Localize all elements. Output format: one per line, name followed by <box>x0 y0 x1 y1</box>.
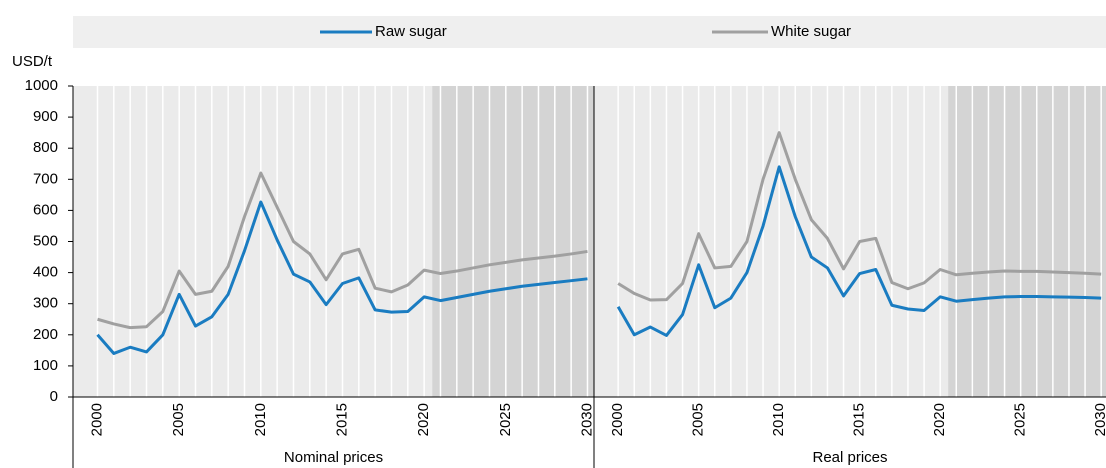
series-line <box>96 200 588 355</box>
x-tick-label: 2005 <box>690 403 707 436</box>
y-tick-label: 1000 <box>25 77 58 94</box>
y-tick-label: 600 <box>33 201 58 218</box>
series-line <box>97 171 588 330</box>
x-tick-label: 2020 <box>415 403 432 436</box>
x-tick-label: 2020 <box>931 403 948 436</box>
y-tick-label: 200 <box>33 326 58 343</box>
y-tick-label: 500 <box>33 232 58 249</box>
projection-shade <box>948 86 1106 397</box>
y-tick-label: 700 <box>33 170 58 187</box>
y-axis-label: USD/t <box>12 53 53 70</box>
x-tick-label: 2015 <box>333 403 350 436</box>
projection-shade <box>432 86 594 397</box>
y-tick-label: 400 <box>33 264 58 281</box>
panel-title: Nominal prices <box>284 449 383 466</box>
series-line <box>616 165 1102 337</box>
x-tick-label: 2000 <box>88 403 105 436</box>
series-line <box>617 131 1102 302</box>
x-tick-label: 2015 <box>851 403 868 436</box>
x-tick-label: 2030 <box>1092 403 1106 436</box>
panel-title: Real prices <box>812 449 887 466</box>
y-tick-label: 0 <box>50 388 58 405</box>
legend-label: White sugar <box>771 23 851 40</box>
x-tick-label: 2000 <box>609 403 626 436</box>
y-tick-label: 900 <box>33 108 58 125</box>
x-tick-label: 2010 <box>252 403 269 436</box>
x-tick-label: 2030 <box>578 403 595 436</box>
x-tick-label: 2005 <box>170 403 187 436</box>
y-tick-label: 800 <box>33 139 58 156</box>
x-tick-label: 2025 <box>1012 403 1029 436</box>
legend-label: Raw sugar <box>375 23 447 40</box>
x-tick-label: 2025 <box>497 403 514 436</box>
y-tick-label: 300 <box>33 295 58 312</box>
y-tick-label: 100 <box>33 357 58 374</box>
legend-band <box>73 16 1106 48</box>
x-tick-label: 2010 <box>770 403 787 436</box>
